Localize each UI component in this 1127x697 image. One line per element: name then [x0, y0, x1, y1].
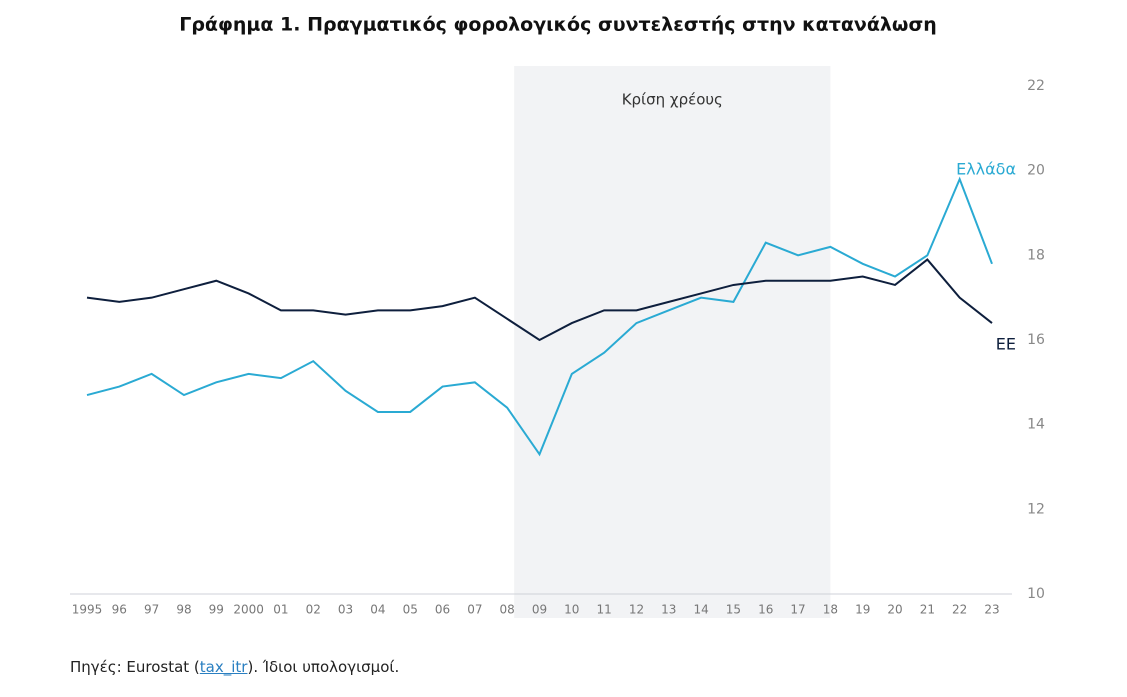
x-tick-label: 11 — [597, 603, 612, 617]
x-tick-label: 07 — [467, 603, 482, 617]
x-tick-label: 17 — [790, 603, 805, 617]
y-tick-label: 22 — [1027, 78, 1045, 94]
x-tick-label: 09 — [532, 603, 547, 617]
x-tick-label: 2000 — [233, 603, 264, 617]
x-tick-label: 04 — [370, 603, 385, 617]
y-tick-label: 16 — [1027, 332, 1045, 348]
x-tick-label: 99 — [209, 603, 224, 617]
x-tick-label: 21 — [920, 603, 935, 617]
x-tick-label: 98 — [176, 603, 191, 617]
x-tick-label: 02 — [306, 603, 321, 617]
y-tick-label: 10 — [1027, 586, 1045, 602]
series-line — [86, 258, 993, 342]
x-tick-label: 18 — [823, 603, 838, 617]
x-tick-label: 23 — [984, 603, 999, 617]
x-tick-label: 20 — [887, 603, 902, 617]
x-tick-label: 05 — [403, 603, 418, 617]
x-tick-label: 12 — [629, 603, 644, 617]
x-tick-label: 15 — [726, 603, 741, 617]
series-label: ΕΕ — [996, 335, 1016, 354]
shaded-range — [514, 66, 831, 618]
x-tick-label: 19 — [855, 603, 870, 617]
x-tick-label: 16 — [758, 603, 773, 617]
series-line — [86, 176, 993, 457]
x-tick-label: 1995 — [72, 603, 103, 617]
source-prefix: Πηγές: Eurostat ( — [70, 658, 200, 676]
x-tick-label: 22 — [952, 603, 967, 617]
x-tick-label: 10 — [564, 603, 579, 617]
y-tick-label: 14 — [1027, 417, 1045, 433]
x-tick-label: 97 — [144, 603, 159, 617]
x-tick-label: 01 — [273, 603, 288, 617]
y-tick-label: 20 — [1027, 163, 1045, 179]
x-tick-label: 14 — [693, 603, 708, 617]
y-tick-label: 18 — [1027, 247, 1045, 263]
source-link[interactable]: tax_itr — [199, 658, 248, 676]
x-tick-label: 96 — [112, 603, 127, 617]
chart-title: Γράφημα 1. Πραγματικός φορολογικός συντε… — [179, 14, 937, 36]
source-suffix: ). Ίδιοι υπολογισμοί. — [247, 658, 400, 676]
y-tick-label: 12 — [1027, 501, 1045, 517]
x-tick-label: 13 — [661, 603, 676, 617]
x-tick-label: 06 — [435, 603, 450, 617]
x-tick-label: 08 — [500, 603, 515, 617]
shaded-range-label: Κρίση χρέους — [622, 91, 723, 109]
source-note: Πηγές: Eurostat (tax_itr). Ίδιοι υπολογι… — [70, 658, 399, 676]
series-label: Ελλάδα — [956, 160, 1016, 179]
x-tick-label: 03 — [338, 603, 353, 617]
